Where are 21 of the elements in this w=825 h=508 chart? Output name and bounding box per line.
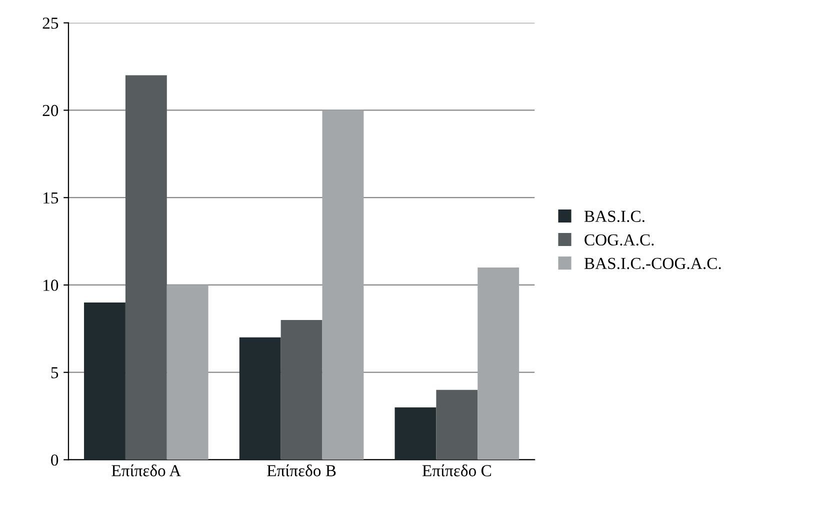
y-tick-label: 25: [42, 18, 58, 29]
y-tick-label: 15: [44, 192, 58, 204]
bar: [280, 320, 322, 460]
legend-label: BAS.I.C.: [584, 210, 644, 222]
bar: [436, 390, 478, 460]
bar: [166, 284, 208, 460]
bar: [125, 75, 167, 460]
bar: [239, 337, 281, 460]
x-tick-label: Επίπεδο B: [267, 464, 336, 476]
x-tick-label: Επίπεδο C: [422, 464, 491, 476]
legend-label: BAS.I.C.-COG.A.C.: [584, 258, 721, 270]
y-tick-label: 20: [42, 104, 58, 116]
bar: [84, 302, 126, 460]
x-tick-label: Επίπεδο A: [112, 464, 182, 476]
legend-label: COG.A.C.: [584, 234, 654, 246]
bar: [322, 110, 364, 460]
y-tick-label: 0: [51, 454, 58, 466]
y-tick-label: 10: [44, 280, 58, 291]
y-tick-label: 5: [51, 367, 58, 378]
bar: [394, 407, 436, 460]
bar: [478, 268, 520, 460]
